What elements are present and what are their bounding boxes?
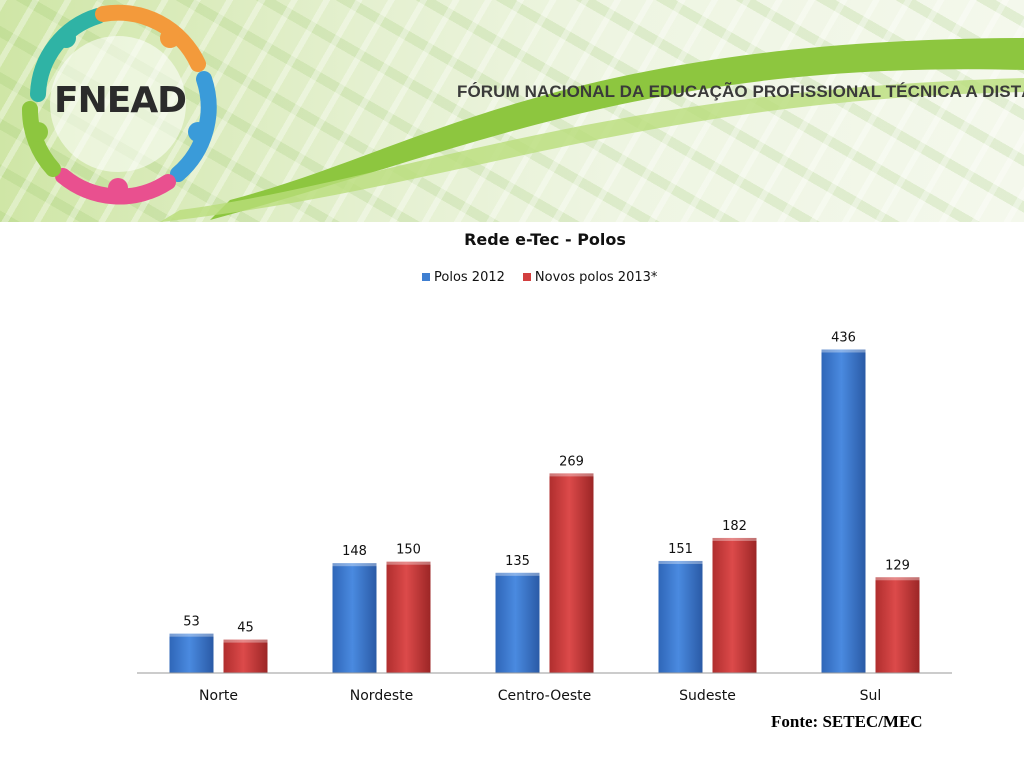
bar-nordeste-series-1 xyxy=(332,563,377,673)
legend-item-series-2: Novos polos 2013* xyxy=(522,269,658,285)
data-label-norte-series-1: 53 xyxy=(183,615,200,630)
data-label-sudeste-series-2: 182 xyxy=(722,519,747,534)
source-note: Fonte: SETEC/MEC xyxy=(771,712,923,731)
bar-centro-oeste-series-2 xyxy=(549,473,594,673)
bar-highlight xyxy=(332,563,377,567)
bar-highlight xyxy=(875,577,920,581)
bar-highlight xyxy=(386,561,431,565)
bar-highlight xyxy=(495,572,540,576)
bar-norte-series-1 xyxy=(169,633,214,673)
bars-layer xyxy=(169,349,920,673)
data-label-sudeste-series-1: 151 xyxy=(668,542,693,557)
data-label-sul-series-2: 129 xyxy=(885,558,910,573)
x-tick-label: Norte xyxy=(199,688,238,704)
data-label-norte-series-2: 45 xyxy=(237,621,254,636)
bar-nordeste-series-2 xyxy=(386,561,431,673)
bar-sul-series-2 xyxy=(875,577,920,673)
bar-norte-series-2 xyxy=(223,639,268,673)
x-tick-label: Sul xyxy=(860,688,882,704)
data-label-nordeste-series-1: 148 xyxy=(342,544,367,559)
legend-label-series-2: Novos polos 2013* xyxy=(534,269,658,285)
logo-text: FNEAD xyxy=(54,80,187,121)
chart-title: Rede e-Tec - Polos xyxy=(464,230,626,249)
x-tick-label: Centro-Oeste xyxy=(498,688,592,704)
data-label-centro-oeste-series-1: 135 xyxy=(505,554,530,569)
legend-label-series-1: Polos 2012 xyxy=(434,269,505,285)
x-tick-label: Nordeste xyxy=(350,688,413,704)
bar-highlight xyxy=(658,560,703,564)
header-banner: FNEAD FÓRUM NACIONAL DA EDUCAÇÃO PROFISS… xyxy=(0,0,1024,222)
bar-highlight xyxy=(223,639,268,643)
banner-graphics xyxy=(21,4,1024,222)
banner-title: FÓRUM NACIONAL DA EDUCAÇÃO PROFISSIONAL … xyxy=(457,82,1024,101)
bar-highlight xyxy=(549,473,594,477)
bar-sul-series-1 xyxy=(821,349,866,673)
x-tick-label: Sudeste xyxy=(679,688,736,704)
bar-highlight xyxy=(821,349,866,353)
data-label-centro-oeste-series-2: 269 xyxy=(559,454,584,469)
bar-highlight xyxy=(712,537,757,541)
data-label-sul-series-1: 436 xyxy=(831,330,856,345)
labels-layer: 53 45 Norte 148 150 Nordeste 135 269 Centro-Oest… xyxy=(183,330,910,704)
legend-item-series-1: Polos 2012 xyxy=(422,270,505,285)
bar-sudeste-series-2 xyxy=(712,537,757,673)
legend-swatch-series-2 xyxy=(522,273,531,281)
logo-ring xyxy=(21,4,217,205)
chart-legend: Polos 2012 Novos polos 2013* xyxy=(422,268,657,286)
green-swoosh xyxy=(210,38,1024,220)
bar-highlight xyxy=(169,633,214,637)
legend-swatch-series-1 xyxy=(422,273,430,281)
green-swoosh-light xyxy=(160,78,1024,222)
bar-sudeste-series-1 xyxy=(658,560,703,673)
data-label-nordeste-series-2: 150 xyxy=(396,543,421,558)
bar-centro-oeste-series-1 xyxy=(495,572,540,673)
